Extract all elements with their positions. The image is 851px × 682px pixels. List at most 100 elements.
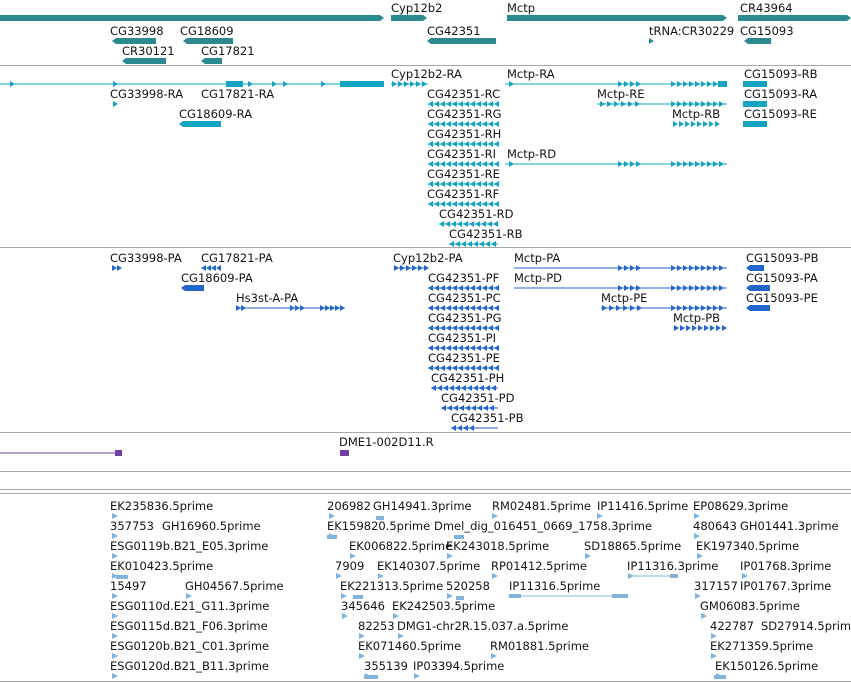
transcript-label[interactable]: CG15093-RA [744, 87, 817, 101]
protein-label[interactable]: CG15093-PE [746, 291, 818, 305]
protein-label[interactable]: CG42351-PG [428, 311, 502, 325]
est-label[interactable]: EK235836.5prime [110, 499, 213, 513]
protein-label[interactable]: CG17821-PA [201, 251, 273, 265]
est-label[interactable]: ESG0115d.B21_F06.3prime [110, 619, 268, 633]
protein-exon[interactable] [746, 265, 764, 271]
est-label[interactable]: SD27914.5prime [761, 619, 851, 633]
gene-label[interactable]: CG18609 [180, 24, 234, 38]
gene-label[interactable]: CG33998 [110, 24, 164, 38]
transcript-label[interactable]: CG15093-RB [744, 67, 818, 81]
est-label[interactable]: SD18865.5prime [584, 539, 681, 553]
transcript-label[interactable]: CG42351-RH [427, 127, 501, 141]
transcript-label[interactable]: CG33998-RA [110, 87, 183, 101]
est-label[interactable]: RP01412.5prime [491, 559, 587, 573]
est-bar[interactable] [116, 575, 128, 579]
protein-label[interactable]: Hs3st-A-PA [236, 291, 298, 305]
protein-label[interactable]: CG15093-PB [746, 251, 819, 265]
est-label[interactable]: 355139 [364, 659, 408, 673]
protein-exon[interactable] [746, 305, 770, 311]
protein-label[interactable]: CG42351-PH [431, 371, 504, 385]
est-bar[interactable] [376, 516, 384, 520]
est-label[interactable]: IP03394.5prime [413, 659, 504, 673]
est-label[interactable]: GH01441.3prime [740, 519, 839, 533]
est-bar[interactable] [509, 594, 521, 598]
est-label[interactable]: 317157 [694, 579, 738, 593]
gene-bar[interactable] [391, 15, 427, 21]
transcript-label[interactable]: Mctp-RA [507, 67, 555, 81]
transcript-label[interactable]: Mctp-RB [672, 107, 720, 121]
est-label[interactable]: IP11416.5prime [597, 499, 688, 513]
est-label[interactable]: 7909 [335, 559, 364, 573]
est-bar[interactable] [353, 595, 363, 599]
est-label[interactable]: IP01767.3prime [740, 579, 831, 593]
gene-bar[interactable] [0, 15, 384, 21]
transcript-label[interactable]: Mctp-RE [597, 87, 644, 101]
est-label[interactable]: 480643 [693, 519, 737, 533]
transcript-label[interactable]: CG42351-RF [427, 187, 499, 201]
est-bar[interactable] [612, 594, 628, 598]
transcript-exon[interactable] [718, 81, 727, 87]
protein-exon[interactable] [181, 285, 204, 291]
est-label[interactable]: GH14941.3prime [373, 499, 472, 513]
clone-end[interactable] [115, 450, 122, 456]
gene-bar[interactable] [183, 38, 233, 44]
transcript-label[interactable]: CG42351-RC [427, 87, 500, 101]
gene-bar[interactable] [201, 58, 222, 64]
gene-bar[interactable] [427, 38, 496, 44]
gene-bar[interactable] [738, 15, 851, 21]
est-label[interactable]: GH04567.5prime [185, 579, 284, 593]
est-bar[interactable] [454, 535, 464, 539]
gene-label[interactable]: Cyp12b2 [391, 1, 442, 15]
est-label[interactable]: RM02481.5prime [492, 499, 591, 513]
protein-label[interactable]: CG42351-PE [428, 351, 500, 365]
est-label[interactable]: 357753 [110, 519, 154, 533]
gene-label[interactable]: Mctp [507, 1, 535, 15]
est-label[interactable]: ESG0120d.B21_B11.3prime [110, 659, 269, 673]
est-label[interactable]: ESG0120b.B21_C01.3prime [110, 639, 269, 653]
est-bar[interactable] [670, 574, 678, 578]
est-label[interactable]: EK242503.5prime [392, 599, 495, 613]
protein-label[interactable]: Mctp-PD [514, 271, 562, 285]
protein-label[interactable]: CG42351-PD [441, 391, 515, 405]
est-label[interactable]: EK150126.5prime [715, 659, 818, 673]
gene-bar[interactable] [744, 38, 771, 44]
transcript-label[interactable]: CG17821-RA [201, 87, 274, 101]
est-label[interactable]: EK159820.5prime [327, 519, 430, 533]
est-label[interactable]: Dmel_dig_016451_0669_1758.3prime [434, 519, 652, 533]
est-label[interactable]: ESG0119b.B21_E05.3prime [110, 539, 268, 553]
est-bar[interactable] [714, 675, 726, 679]
protein-label[interactable]: Mctp-PA [514, 251, 560, 265]
gene-label[interactable]: CG17821 [201, 44, 255, 58]
est-label[interactable]: 206982 [327, 499, 371, 513]
est-label[interactable]: EK243018.5prime [446, 539, 549, 553]
est-label[interactable]: IP11316.3prime [627, 559, 718, 573]
gene-bar[interactable] [112, 38, 156, 44]
transcript-label[interactable]: CG15093-RE [744, 107, 817, 121]
transcript-label[interactable]: Mctp-RD [507, 147, 556, 161]
transcript-exon[interactable] [179, 121, 221, 127]
est-label[interactable]: EK221313.5prime [340, 579, 443, 593]
est-bar[interactable] [456, 596, 464, 600]
est-label[interactable]: EK271359.5prime [710, 639, 813, 653]
protein-label[interactable]: CG33998-PA [110, 251, 182, 265]
transcript-exon[interactable] [340, 81, 384, 87]
transcript-label[interactable]: CG42351-RE [427, 167, 500, 181]
transcript-label[interactable]: CG42351-RB [449, 227, 523, 241]
gene-bar[interactable] [122, 58, 166, 64]
gene-label[interactable]: CR30121 [122, 44, 175, 58]
protein-label[interactable]: Mctp-PB [673, 311, 720, 325]
transcript-label[interactable]: Cyp12b2-RA [391, 67, 462, 81]
protein-label[interactable]: CG18609-PA [181, 271, 253, 285]
transcript-label[interactable]: CG18609-RA [179, 107, 252, 121]
est-label[interactable]: IP11316.5prime [509, 579, 600, 593]
est-label[interactable]: RM01881.5prime [490, 639, 589, 653]
protein-label[interactable]: Cyp12b2-PA [393, 251, 463, 265]
est-label[interactable]: EK197340.5prime [696, 539, 799, 553]
est-label[interactable]: EP08629.3prime [693, 499, 788, 513]
protein-label[interactable]: CG42351-PC [428, 291, 501, 305]
gene-label[interactable]: tRNA:CR30229 [649, 24, 734, 38]
transcript-exon[interactable] [743, 81, 767, 87]
est-label[interactable]: IP01768.3prime [740, 559, 831, 573]
est-bar[interactable] [364, 675, 378, 679]
est-label[interactable]: EK071460.5prime [358, 639, 461, 653]
